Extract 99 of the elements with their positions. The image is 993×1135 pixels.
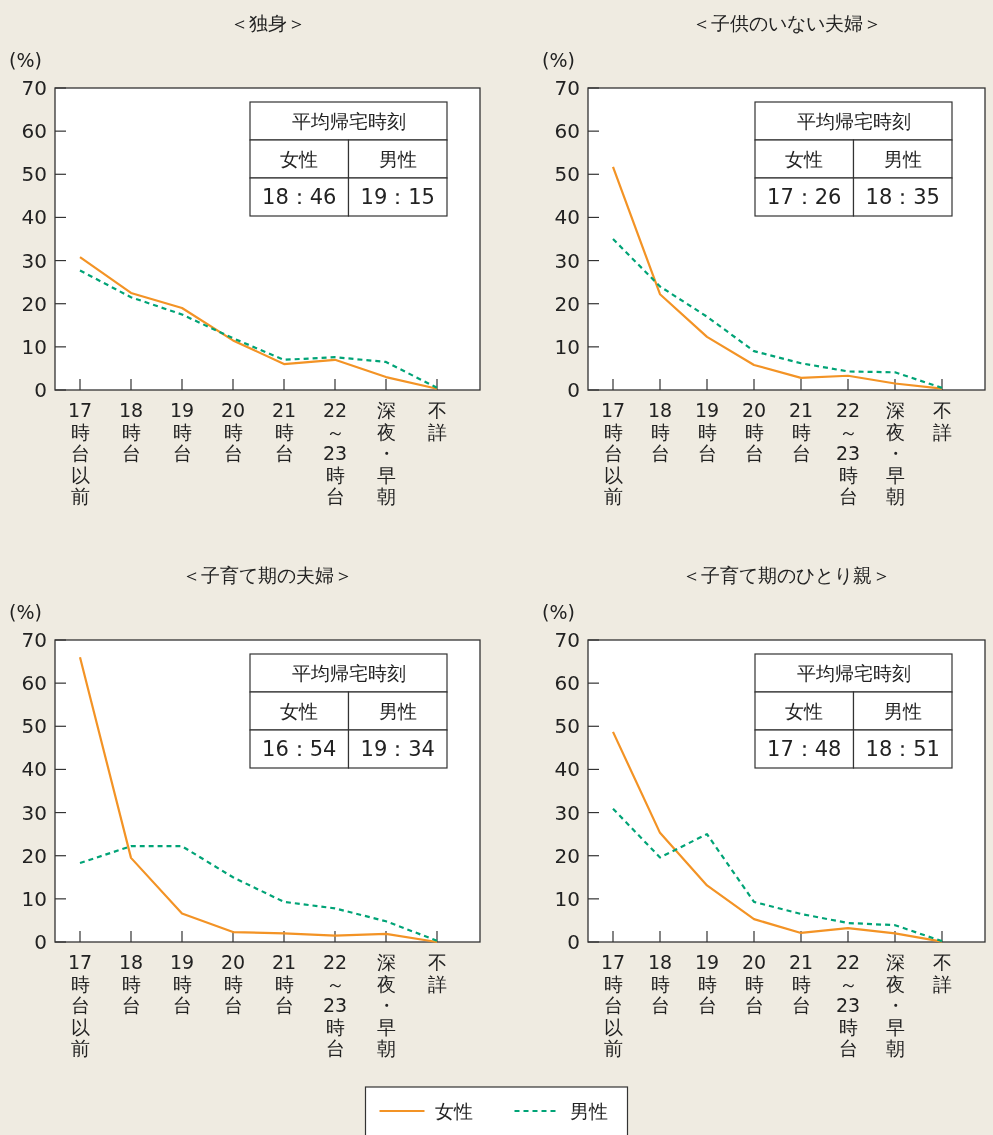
annotation: 平均帰宅時刻 (796, 662, 911, 684)
annotation: 男性 (378, 700, 417, 722)
annotation: 女性 (785, 148, 824, 170)
y-tick-label: 50 (554, 162, 580, 187)
y-tick-label: 40 (554, 205, 580, 230)
annotation: 女性 (785, 700, 824, 722)
legend-label: 女性 (434, 1100, 473, 1122)
annotation: 女性 (280, 148, 319, 170)
x-tick-label: 不詳 (932, 951, 952, 995)
y-tick-label: 50 (554, 714, 580, 739)
annotation: 19：15 (360, 185, 435, 209)
annotation: 平均帰宅時刻 (291, 110, 406, 132)
annotation: 19：34 (360, 737, 435, 761)
y-axis-title: (%) (9, 49, 42, 71)
y-tick-label: 0 (567, 930, 580, 954)
y-tick-label: 60 (554, 119, 580, 144)
x-tick-label: 18時台 (118, 951, 144, 1016)
y-tick-label: 60 (21, 671, 47, 696)
annotation: 16：54 (262, 737, 337, 761)
line-series (611, 237, 944, 389)
x-tick-label: 不詳 (427, 399, 447, 443)
y-axis-title: (%) (9, 601, 42, 623)
legend-label: 男性 (569, 1100, 608, 1122)
x-tick-label: 19時台 (169, 951, 195, 1016)
annotation: 女性 (280, 700, 319, 722)
x-tick-label: 19時台 (169, 399, 195, 464)
x-tick-label: 深夜・早朝 (376, 951, 396, 1059)
y-tick-label: 20 (554, 843, 580, 868)
y-axis-title: (%) (542, 49, 575, 71)
x-tick-label: 21時台 (788, 951, 814, 1016)
annotation: 18：51 (865, 737, 940, 761)
x-tick-label: 20時台 (220, 951, 246, 1016)
x-tick-label: 20時台 (220, 399, 246, 464)
x-tick-label: 17時台以前 (67, 951, 93, 1059)
chart-title: ＜子供のいない夫婦＞ (691, 12, 882, 34)
x-tick-label: 不詳 (932, 399, 952, 443)
y-tick-label: 20 (554, 291, 580, 316)
y-tick-label: 0 (567, 378, 580, 402)
line-series (611, 730, 944, 943)
y-tick-label: 50 (21, 162, 47, 187)
x-tick-label: 17時台以前 (67, 399, 93, 507)
y-tick-label: 20 (21, 291, 47, 316)
chart-title: ＜子育て期のひとり親＞ (682, 564, 891, 586)
x-tick-label: 22～23時台 (322, 399, 348, 507)
y-axis-title: (%) (542, 601, 575, 623)
x-tick-label: 18時台 (647, 399, 673, 464)
x-tick-label: 17時台以前 (600, 399, 626, 507)
x-tick-label: 22～23時台 (835, 399, 861, 507)
y-tick-label: 70 (21, 628, 47, 652)
y-tick-label: 0 (34, 930, 47, 954)
x-tick-label: 17時台以前 (600, 951, 626, 1059)
x-tick-label: 18時台 (647, 951, 673, 1016)
line-series (611, 807, 944, 943)
chart-title: ＜子育て期の夫婦＞ (182, 564, 353, 586)
x-tick-label: 20時台 (741, 399, 767, 464)
annotation: 17：48 (767, 737, 842, 761)
y-tick-label: 30 (554, 248, 580, 273)
annotation: 平均帰宅時刻 (796, 110, 911, 132)
annotation: 男性 (883, 148, 922, 170)
y-tick-label: 50 (21, 714, 47, 739)
annotation: 男性 (378, 148, 417, 170)
x-tick-label: 22～23時台 (322, 951, 348, 1059)
y-tick-label: 70 (21, 76, 47, 100)
x-tick-label: 20時台 (741, 951, 767, 1016)
chart-title: ＜独身＞ (229, 12, 306, 34)
y-tick-label: 60 (21, 119, 47, 144)
y-tick-label: 70 (554, 76, 580, 100)
y-tick-label: 20 (21, 843, 47, 868)
x-tick-label: 不詳 (427, 951, 447, 995)
annotation: 17：26 (767, 185, 842, 209)
y-tick-label: 70 (554, 628, 580, 652)
annotation: 男性 (883, 700, 922, 722)
x-tick-label: 深夜・早朝 (885, 399, 905, 507)
annotation: 平均帰宅時刻 (291, 662, 406, 684)
y-tick-label: 40 (21, 757, 47, 782)
x-tick-label: 22～23時台 (835, 951, 861, 1059)
line-series (78, 656, 439, 944)
y-tick-label: 40 (21, 205, 47, 230)
x-tick-label: 深夜・早朝 (885, 951, 905, 1059)
x-tick-label: 21時台 (271, 399, 297, 464)
line-series (78, 845, 439, 942)
x-tick-label: 18時台 (118, 399, 144, 464)
y-tick-label: 10 (21, 334, 47, 359)
y-tick-label: 60 (554, 671, 580, 696)
x-tick-label: 深夜・早朝 (376, 399, 396, 507)
y-tick-label: 40 (554, 757, 580, 782)
y-tick-label: 0 (34, 378, 47, 402)
y-tick-label: 10 (554, 334, 580, 359)
y-tick-label: 10 (554, 886, 580, 911)
x-tick-label: 21時台 (271, 951, 297, 1016)
y-tick-label: 30 (21, 248, 47, 273)
x-tick-label: 21時台 (788, 399, 814, 464)
y-tick-label: 30 (554, 800, 580, 825)
annotation: 18：35 (865, 185, 940, 209)
annotation: 18：46 (262, 185, 337, 209)
x-tick-label: 19時台 (694, 951, 720, 1016)
y-tick-label: 30 (21, 800, 47, 825)
x-tick-label: 19時台 (694, 399, 720, 464)
y-tick-label: 10 (21, 886, 47, 911)
